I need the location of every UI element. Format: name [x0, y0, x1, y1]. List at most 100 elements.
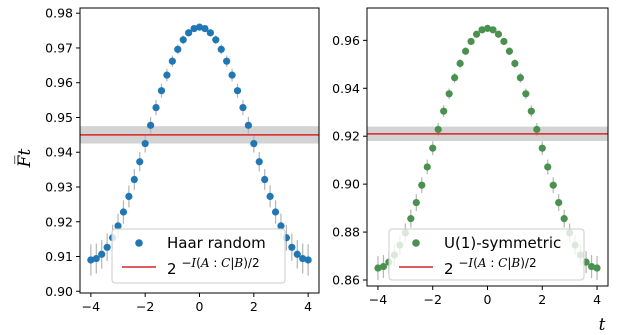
- data-point: [163, 71, 171, 79]
- data-point: [522, 90, 530, 98]
- data-point: [244, 121, 252, 129]
- x-ticks: −4 −2 0 2 4: [82, 293, 312, 314]
- data-point: [288, 243, 296, 251]
- legend-bound-exp-b: B: [233, 256, 243, 270]
- x-ticks: −4 −2 0 2 4: [369, 286, 601, 307]
- legend-label-bound: 2 −I(A : C|B)/2: [167, 256, 260, 278]
- data-point: [379, 262, 388, 271]
- y-tick-label: 0.86: [332, 273, 360, 288]
- data-point: [239, 103, 247, 112]
- legend-bound-exp-bar: |: [230, 256, 234, 270]
- data-point: [461, 47, 470, 55]
- legend-bound-exp-a: A: [477, 256, 487, 270]
- data-point: [92, 254, 100, 263]
- x-tick-label: −4: [82, 299, 100, 314]
- x-tick-label: −2: [136, 299, 154, 314]
- data-point: [544, 163, 552, 171]
- data-point: [201, 24, 209, 33]
- data-point: [141, 139, 149, 148]
- legend-bound-base: 2: [167, 260, 177, 278]
- y-tick-label: 0.90: [45, 284, 73, 299]
- data-point: [560, 215, 568, 223]
- data-points: [87, 23, 312, 264]
- legend-marker: [412, 239, 420, 247]
- data-point: [516, 74, 524, 82]
- data-point: [125, 192, 133, 201]
- data-point: [511, 59, 519, 68]
- data-point: [299, 254, 307, 263]
- x-tick-label: 4: [593, 292, 601, 307]
- data-point: [467, 37, 475, 46]
- data-point: [304, 256, 312, 264]
- data-point: [179, 36, 187, 44]
- y-tick-label: 0.94: [332, 81, 360, 96]
- legend-bound-exp-i: I: [467, 256, 473, 270]
- x-tick-label: −4: [369, 292, 387, 307]
- legend-bound-exp-c: C: [498, 256, 507, 270]
- legend-bound-exp-close: )/2: [520, 256, 536, 270]
- legend-marker: [135, 239, 143, 247]
- data-point: [533, 125, 541, 134]
- y-tick-label: 0.98: [45, 6, 73, 21]
- y-tick-label: 0.97: [45, 40, 73, 55]
- legend-bound-exp-b: B: [510, 256, 520, 270]
- y-tick-label: 0.91: [45, 249, 73, 264]
- data-point: [152, 103, 160, 112]
- data-point: [527, 107, 535, 115]
- data-point: [407, 215, 415, 223]
- data-point: [103, 243, 111, 251]
- data-point: [483, 24, 492, 32]
- data-point: [87, 256, 95, 264]
- data-point: [147, 121, 155, 129]
- legend-box: [111, 228, 286, 284]
- data-point: [168, 57, 176, 65]
- data-point: [440, 107, 448, 115]
- data-point: [195, 23, 204, 31]
- y-tick-label: 0.88: [332, 225, 360, 240]
- panel-u1-symmetric: −4 −2 0 2 4 0.860.880.900.920.940.96 U(1)-sy…: [332, 7, 609, 335]
- data-point: [277, 222, 285, 230]
- y-axis-label: F̅t: [14, 149, 35, 169]
- data-point: [456, 59, 464, 68]
- x-tick-label: 2: [538, 292, 546, 307]
- x-tick-label: 0: [484, 292, 492, 307]
- data-point: [261, 175, 269, 184]
- legend-bound-exp-close: )/2: [243, 256, 259, 270]
- legend-label-series: U(1)-symmetric: [444, 234, 561, 252]
- data-point: [489, 26, 497, 34]
- data-point: [255, 158, 263, 166]
- data-point: [266, 192, 274, 201]
- data-point: [233, 87, 242, 95]
- legend-bound-exp-minus: −: [458, 256, 468, 270]
- data-point: [500, 37, 508, 46]
- data-point: [549, 181, 557, 189]
- data-point: [293, 250, 301, 258]
- data-point: [114, 222, 122, 230]
- data-point: [136, 158, 144, 166]
- data-point: [271, 208, 280, 216]
- data-point: [429, 144, 437, 152]
- data-point: [555, 198, 563, 207]
- data-point: [98, 250, 106, 258]
- data-point: [412, 198, 420, 207]
- data-point: [130, 175, 138, 184]
- legend-label-bound: 2 −I(A : C|B)/2: [444, 256, 537, 278]
- y-tick-label: 0.96: [332, 33, 360, 48]
- y-ticks: 0.86 0.88 0.90 0.92 0.94 0.96: [332, 33, 367, 288]
- y-ticks: 0.90 0.91 0.92 0.93 0.94 0.95 0.96 0.97 0.98: [45, 6, 80, 299]
- legend: Haar random 2 −I(A : C|B)/2: [111, 228, 286, 284]
- legend-bound-exp-minus: −: [181, 256, 191, 270]
- y-tick-label: 0.90: [332, 177, 360, 192]
- legend-bound-exp-a: A: [200, 256, 210, 270]
- legend-box: [388, 228, 585, 281]
- data-point: [593, 264, 601, 272]
- data-point: [434, 125, 442, 134]
- data-point: [472, 30, 481, 38]
- data-point: [206, 29, 214, 37]
- legend-bound-base: 2: [444, 260, 454, 278]
- x-tick-label: 0: [196, 299, 204, 314]
- y-tick-label: 0.92: [332, 129, 360, 144]
- data-point: [223, 57, 231, 65]
- data-point: [228, 71, 236, 79]
- data-point: [217, 45, 225, 53]
